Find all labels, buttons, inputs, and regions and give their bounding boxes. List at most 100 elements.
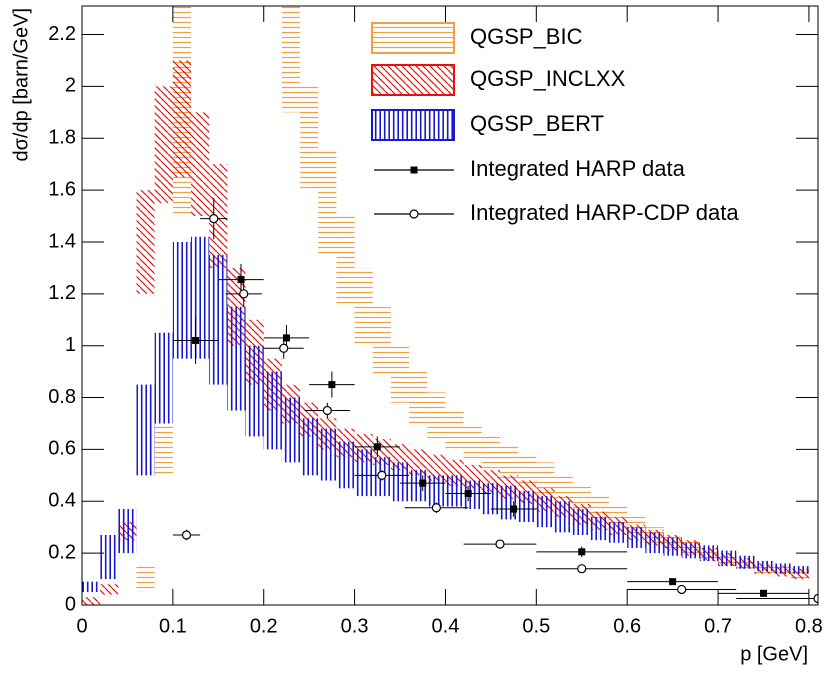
y-tick-label: 1.6 — [48, 178, 76, 200]
marker — [578, 548, 586, 556]
band-bin — [427, 454, 446, 481]
band-bin — [118, 509, 137, 554]
band-bin — [82, 581, 101, 593]
y-tick-label: 2.2 — [48, 23, 76, 45]
x-tick-label: 0.3 — [341, 615, 369, 637]
band-bin — [409, 371, 428, 424]
marker — [322, 405, 332, 416]
band-bin — [136, 190, 155, 294]
y-tick-label: 2 — [65, 75, 76, 97]
marker — [209, 214, 219, 224]
band-bin — [663, 537, 682, 556]
points — [172, 197, 818, 604]
band-bin — [100, 584, 119, 595]
band-bin — [354, 449, 373, 497]
band-bin — [409, 449, 428, 476]
y-tick-label: 1.8 — [48, 127, 76, 149]
band-bin — [300, 86, 319, 191]
legend-label: QGSP_BIC — [470, 24, 583, 49]
band-bin — [536, 496, 555, 528]
band-bin — [481, 433, 500, 471]
y-axis-label: dσ/dp [barn/GeV] — [10, 8, 32, 162]
marker — [495, 539, 505, 549]
band-bin — [445, 475, 464, 507]
band-bin — [736, 555, 755, 569]
y-tick-label: 0.8 — [48, 386, 76, 408]
band-bin — [263, 371, 282, 450]
legend-label: Integrated HARP-CDP data — [470, 200, 739, 225]
band-bin — [136, 566, 155, 593]
x-tick-label: 0.5 — [522, 615, 550, 637]
band-bin — [209, 254, 228, 385]
band-bin — [354, 267, 373, 346]
marker — [410, 166, 418, 174]
x-tick-label: 0.8 — [795, 615, 823, 637]
band-bin — [609, 522, 628, 543]
band-bin — [136, 384, 155, 476]
band-bin — [790, 566, 809, 574]
y-tick-label: 0.2 — [48, 541, 76, 563]
band-bin — [518, 490, 537, 523]
band-bin — [627, 527, 646, 548]
band-bin — [372, 306, 391, 377]
band-bin — [281, 6, 301, 113]
x-tick-label: 0.7 — [704, 615, 732, 637]
legend-swatch — [371, 22, 455, 54]
band-bin — [245, 345, 264, 437]
marker — [669, 578, 677, 586]
marker — [181, 530, 192, 540]
y-tick-label: 0.6 — [48, 438, 76, 460]
x-tick-label: 0.2 — [250, 615, 278, 637]
band-bin — [390, 345, 410, 403]
band-bin — [427, 392, 446, 440]
marker — [377, 470, 387, 480]
marker — [677, 584, 687, 595]
marker — [239, 289, 249, 299]
marker — [237, 276, 245, 284]
band-bin — [172, 241, 192, 359]
band-bin — [499, 444, 519, 478]
band-bin — [318, 428, 337, 481]
marker — [510, 505, 518, 513]
legend-swatch — [371, 64, 455, 96]
band-bin — [554, 475, 573, 502]
band-bin — [536, 462, 555, 494]
band-bin — [518, 454, 537, 486]
x-tick-label: 0.6 — [613, 615, 641, 637]
legend-label: Integrated HARP data — [470, 156, 686, 181]
legend-label: QGSP_INCLXX — [470, 66, 626, 91]
marker — [419, 479, 427, 487]
band-bin — [318, 151, 337, 255]
band-bin — [445, 410, 464, 450]
x-tick-label: 0.1 — [159, 615, 187, 637]
marker — [759, 589, 767, 597]
band-bin — [681, 542, 700, 559]
band-bin — [481, 483, 500, 515]
band-bin — [82, 597, 101, 605]
legend-label: QGSP_BERT — [470, 111, 604, 136]
band-bin — [172, 60, 192, 178]
band-bin — [390, 462, 410, 502]
marker — [282, 334, 290, 342]
marker — [328, 381, 336, 389]
x-tick-label: 0.4 — [432, 615, 460, 637]
band-bin — [100, 534, 119, 580]
band-bin — [227, 306, 246, 411]
y-tick-label: 0.4 — [48, 490, 76, 512]
band-bin — [590, 516, 610, 541]
band-bin — [336, 441, 355, 489]
x-axis-label: p [GeV] — [740, 643, 808, 665]
band-bin — [554, 501, 573, 533]
marker — [192, 337, 200, 345]
band-bin — [336, 216, 355, 307]
band-bin — [281, 397, 301, 463]
band-bin — [754, 560, 773, 572]
marker — [431, 503, 441, 513]
band-bin — [572, 509, 591, 535]
y-tick-label: 1.4 — [48, 230, 76, 252]
band-bin — [154, 86, 173, 204]
frame — [81, 5, 819, 606]
y-tick-label: 0 — [65, 593, 76, 615]
legend-swatch — [371, 109, 455, 141]
